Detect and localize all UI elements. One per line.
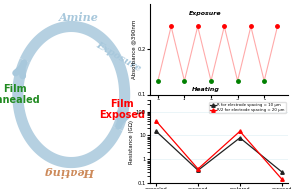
Text: Heating: Heating — [45, 167, 95, 177]
Y-axis label: Absorbance @390nm: Absorbance @390nm — [131, 19, 136, 79]
Line: R/2 for electrode spacing = 20 μm: R/2 for electrode spacing = 20 μm — [155, 119, 283, 181]
Text: Amine: Amine — [59, 12, 99, 22]
Text: Film
Exposed: Film Exposed — [99, 99, 145, 120]
Text: Film
Annealed: Film Annealed — [0, 84, 41, 105]
Text: Exposure: Exposure — [95, 40, 143, 73]
X-axis label: number of cycles: number of cycles — [192, 105, 246, 110]
R for electrode spacing = 10 μm — [238, 137, 242, 139]
Text: Heating: Heating — [192, 87, 220, 92]
R/2 for electrode spacing = 20 μm — [196, 168, 200, 170]
R for electrode spacing = 10 μm — [155, 130, 158, 132]
R/2 for electrode spacing = 20 μm — [155, 120, 158, 122]
Line: R for electrode spacing = 10 μm: R for electrode spacing = 10 μm — [155, 129, 283, 174]
R for electrode spacing = 10 μm — [280, 171, 283, 173]
Legend: R for electrode spacing = 10 μm, R/2 for electrode spacing = 20 μm: R for electrode spacing = 10 μm, R/2 for… — [209, 102, 286, 113]
Text: Exposure: Exposure — [189, 11, 222, 16]
R/2 for electrode spacing = 20 μm — [280, 178, 283, 180]
R/2 for electrode spacing = 20 μm — [238, 130, 242, 132]
R for electrode spacing = 10 μm — [196, 169, 200, 171]
Y-axis label: Resistance (GΩ): Resistance (GΩ) — [129, 120, 134, 164]
